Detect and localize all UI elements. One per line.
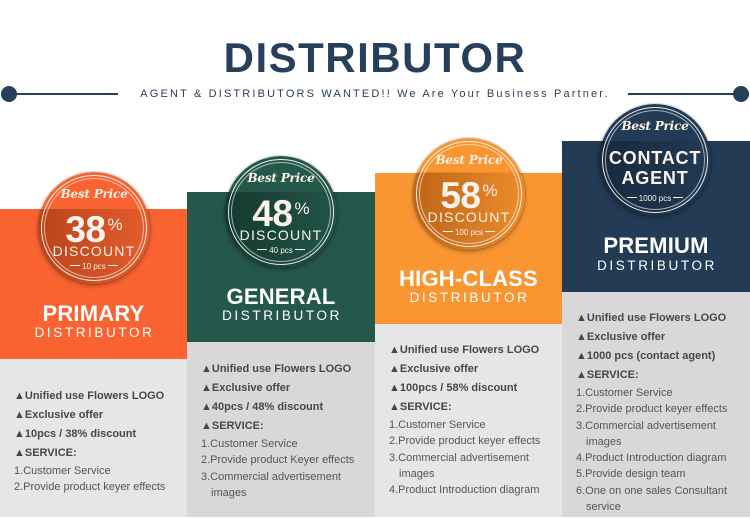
tier-card-primary: Best Price 38% DISCOUNT 10 pcs PRIMARY D… [0,0,187,517]
feature-list: ▲Unified use Flowers LOGO ▲Exclusive off… [201,360,371,501]
tier-card-high-class: Best Price 58% DISCOUNT 100 pcs HIGH-CLA… [375,0,562,517]
service-item: 1.Customer Service [576,387,673,399]
badge-value: 58% [440,175,498,216]
features-panel [0,359,187,517]
service-item: 3.Commercial advertisement images [201,470,341,499]
badge-caption: Best Price [247,171,315,185]
badge-ring [602,107,708,213]
tier-name: PRIMARY [42,301,145,326]
badge-word: DISCOUNT [427,209,511,225]
features-panel [562,292,750,517]
service-item: 4.Product Introduction diagram [576,452,727,465]
feature-item: ▲100pcs / 58% discount [389,382,518,394]
service-item: 3.Commercial advertisement images [389,451,529,480]
badge-ring [416,141,522,247]
badge-quantity: 40 pcs [225,246,337,256]
feature-item: ▲Unified use Flowers LOGO [14,390,165,402]
feature-item: ▲Exclusive offer [576,331,666,343]
badge-quantity: 10 pcs [38,262,150,272]
badge-ring [228,159,334,265]
badge-caption: Best Price [621,119,689,133]
badge-quantity: 1000 pcs [599,194,711,204]
badge-caption: Best Price [60,187,128,201]
badge-quantity: 100 pcs [413,228,525,238]
feature-item: ▲Unified use Flowers LOGO [201,363,352,375]
subtitle-tagline: AGENT & DISTRIBUTORS WANTED!! We Are You… [140,88,610,100]
tier-label: DISTRIBUTOR [597,258,717,273]
service-item: 3.Commercial advertisement images [576,419,716,448]
subtitle-row: AGENT & DISTRIBUTORS WANTED!! We Are You… [0,86,750,102]
feature-item: ▲Unified use Flowers LOGO [576,312,727,324]
discount-badge: Best Price 48% DISCOUNT 40 pcs [225,156,337,268]
badge-word: DISCOUNT [239,227,323,243]
feature-list: ▲Unified use Flowers LOGO ▲Exclusive off… [389,341,558,498]
feature-item: ▲Exclusive offer [201,382,291,394]
service-heading: ▲SERVICE: [201,420,264,432]
feature-item: ▲Exclusive offer [14,409,104,421]
discount-badge: Best Price 58% DISCOUNT 100 pcs [413,138,525,250]
feature-list: ▲Unified use Flowers LOGO ▲Exclusive off… [14,387,183,496]
service-item: 2.Provide product keyer effects [576,403,728,416]
feature-list: ▲Unified use Flowers LOGO ▲Exclusive off… [576,309,746,515]
tier-label: DISTRIBUTOR [222,308,342,323]
service-item: 1.Customer Service [389,419,486,431]
tier-label: DISTRIBUTOR [34,325,155,340]
discount-badge: Best Price 38% DISCOUNT 10 pcs [38,172,150,284]
features-panel [187,342,375,517]
tier-name: GENERAL [226,284,336,309]
service-item: 5.Provide design team [576,468,686,481]
features-panel [375,324,562,517]
badge-word: DISCOUNT [52,243,136,259]
service-item: 4.Product Introduction diagram [389,484,540,497]
tier-name: HIGH-CLASS [399,266,538,291]
feature-item: ▲Exclusive offer [389,363,479,375]
service-item: 6.One on one sales Consultant service [576,484,728,514]
service-item: 1.Customer Service [14,465,111,477]
feature-item: ▲10pcs / 38% discount [14,428,137,440]
tier-card-premium: Best Price CONTACT AGENT 1000 pcs PREMIU… [562,0,750,517]
left-dot-decoration [1,86,17,102]
badge-line-contact: CONTACT [608,148,702,168]
tier-card-general: Best Price 48% DISCOUNT 40 pcs GENERAL D… [187,0,375,517]
tier-label: DISTRIBUTOR [409,290,530,305]
badge-value: 48% [252,193,310,234]
tier-name: PREMIUM [603,233,709,258]
service-item: 2.Provide product keyer effects [389,435,541,448]
feature-item: ▲40pcs / 48% discount [201,401,324,413]
service-item: 2.Provide product keyer effects [14,481,166,494]
right-dot-decoration [733,86,749,102]
service-heading: ▲SERVICE: [576,369,639,381]
right-rule-divider [628,93,736,95]
badge-ring [41,175,147,281]
service-heading: ▲SERVICE: [14,447,77,459]
feature-item: ▲Unified use Flowers LOGO [389,344,540,356]
contact-badge: Best Price CONTACT AGENT 1000 pcs [599,104,711,216]
left-rule-divider [14,93,118,95]
badge-caption: Best Price [435,153,503,167]
page-title: DISTRIBUTOR [223,34,527,81]
service-heading: ▲SERVICE: [389,401,452,413]
badge-line-agent: AGENT [621,168,689,188]
service-item: 2.Provide product Keyer effects [201,454,355,467]
feature-item: ▲1000 pcs (contact agent) [576,350,716,362]
badge-value: 38% [65,209,123,250]
service-item: 1.Customer Service [201,438,298,450]
